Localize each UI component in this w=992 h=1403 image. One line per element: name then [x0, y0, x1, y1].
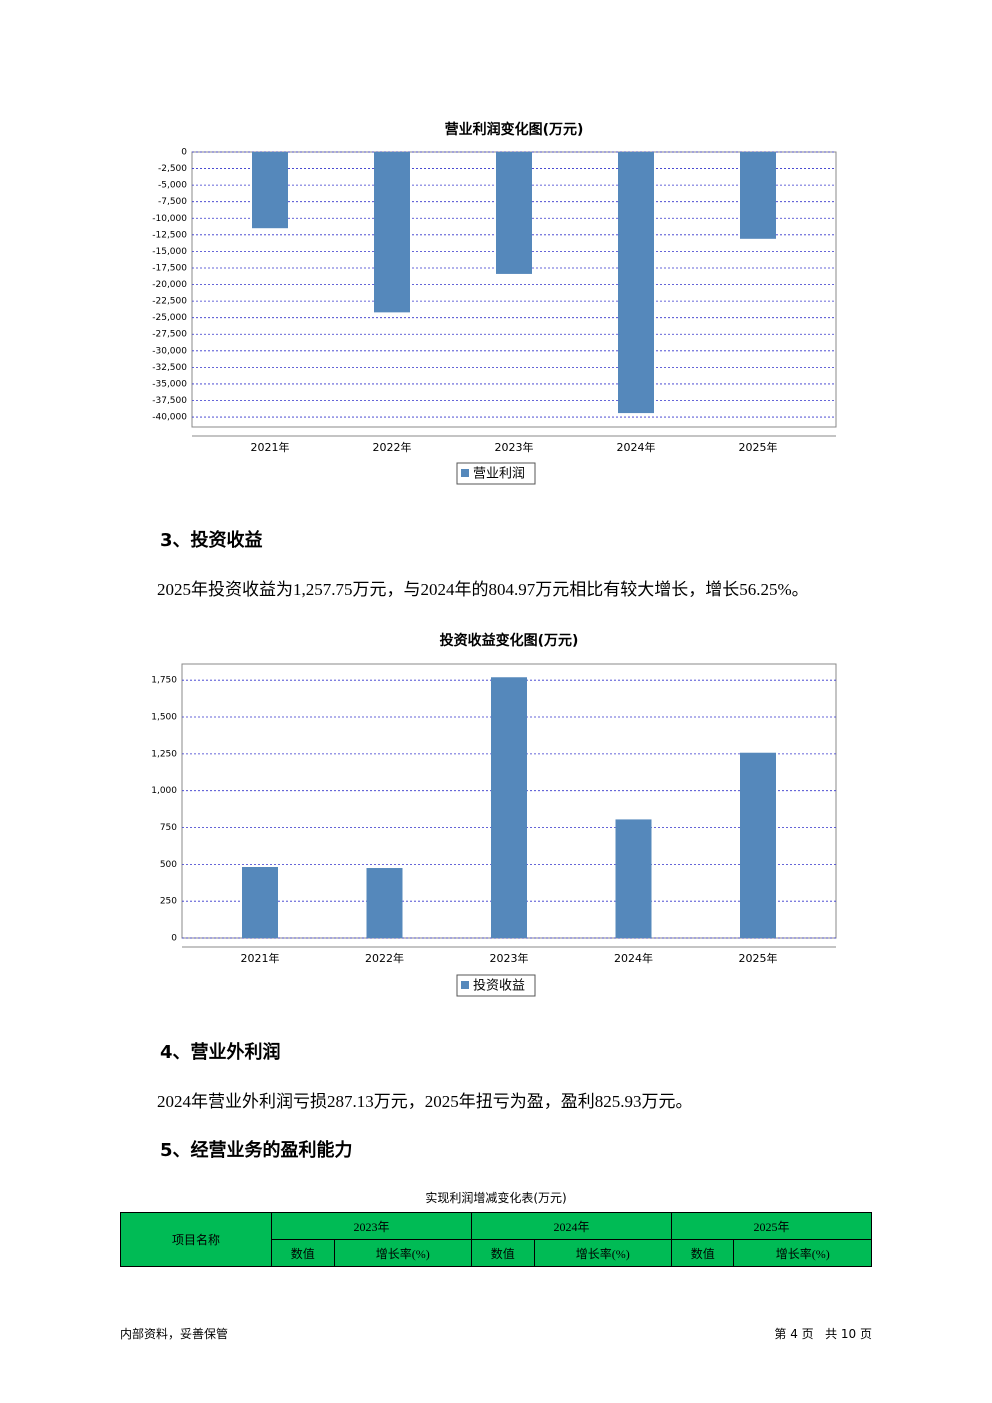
y-tick-label: 0: [181, 148, 187, 158]
bar: [740, 752, 776, 938]
y-tick-label: -22,500: [152, 297, 187, 307]
legend-label: 投资收益: [473, 978, 525, 994]
legend-swatch: [461, 469, 469, 477]
y-tick-label: 1,250: [151, 749, 177, 759]
x-tick-label: 2025年: [739, 951, 778, 965]
bar: [366, 868, 403, 938]
x-tick-label: 2021年: [251, 440, 290, 454]
section-heading: 3、投资收益: [160, 530, 263, 551]
x-tick-label: 2021年: [241, 951, 280, 965]
header-cell: 数值: [470, 1239, 535, 1267]
bar: [618, 152, 654, 414]
profit-table: 项目名称 2023年 2024年 2025年 数值 增长率(%) 数值 增长率(…: [120, 1212, 873, 1267]
x-tick-label: 2024年: [617, 440, 656, 454]
x-tick-label: 2025年: [739, 440, 778, 454]
y-tick-label: 500: [160, 860, 177, 870]
y-tick-label: -17,500: [152, 263, 187, 273]
y-tick-label: 250: [160, 897, 177, 907]
y-tick-label: -10,000: [152, 214, 187, 224]
section-heading: 5、经营业务的盈利能力: [160, 1140, 353, 1161]
bar: [740, 152, 776, 239]
y-tick-label: 1,750: [151, 676, 177, 686]
y-tick-label: -15,000: [152, 247, 187, 257]
header-cell: 增长率(%): [533, 1239, 672, 1267]
header-cell: 项目名称: [120, 1212, 272, 1267]
y-tick-label: -12,500: [152, 230, 187, 240]
y-tick-label: -37,500: [152, 396, 187, 406]
y-tick-label: 0: [171, 934, 177, 944]
paragraph: 2024年营业外利润亏损287.13万元，2025年扭亏为盈，盈利825.93万…: [157, 1092, 693, 1111]
y-tick-label: -27,500: [152, 330, 187, 340]
y-tick-label: -7,500: [158, 197, 187, 207]
y-tick-label: 1,000: [151, 786, 177, 796]
header-cell: 增长率(%): [733, 1239, 872, 1267]
y-tick-label: -35,000: [152, 379, 187, 389]
header-cell: 2024年: [470, 1212, 672, 1240]
footer-right: 第 4 页 共 10 页: [774, 1327, 872, 1341]
table-title: 实现利润增减变化表(万元): [425, 1191, 567, 1205]
bar: [496, 152, 532, 274]
x-tick-label: 2023年: [490, 951, 529, 965]
x-tick-label: 2024年: [614, 951, 653, 965]
legend-box: [456, 974, 536, 997]
x-tick-label: 2022年: [373, 440, 412, 454]
y-tick-label: -30,000: [152, 346, 187, 356]
bar: [242, 866, 278, 938]
bar: [252, 152, 288, 229]
chart-title: 营业利润变化图(万元): [445, 121, 584, 138]
chart-title: 投资收益变化图(万元): [440, 632, 579, 649]
paragraph: 2025年投资收益为1,257.75万元，与2024年的804.97万元相比有较…: [157, 580, 809, 599]
header-cell: 数值: [271, 1239, 335, 1267]
legend-box: [456, 462, 536, 485]
bar: [491, 677, 527, 938]
legend-label: 营业利润: [473, 467, 525, 482]
header-cell: 数值: [670, 1239, 735, 1267]
bar: [615, 819, 652, 938]
y-tick-label: -25,000: [152, 313, 187, 323]
y-tick-label: -5,000: [158, 181, 187, 191]
bar: [374, 152, 410, 313]
y-tick-label: -32,500: [152, 363, 187, 373]
y-tick-label: -2,500: [158, 164, 187, 174]
y-tick-label: 1,500: [151, 713, 177, 723]
header-cell: 增长率(%): [333, 1239, 472, 1267]
y-tick-label: 750: [160, 823, 177, 833]
header-cell: 2023年: [271, 1212, 472, 1240]
y-tick-label: -40,000: [152, 413, 187, 423]
header-cell: 2025年: [670, 1212, 873, 1240]
footer-left: 内部资料，妥善保管: [120, 1327, 229, 1341]
x-tick-label: 2022年: [365, 951, 404, 965]
x-tick-label: 2023年: [495, 440, 534, 454]
legend-swatch: [461, 981, 469, 989]
section-heading: 4、营业外利润: [160, 1042, 281, 1063]
y-tick-label: -20,000: [152, 280, 187, 290]
